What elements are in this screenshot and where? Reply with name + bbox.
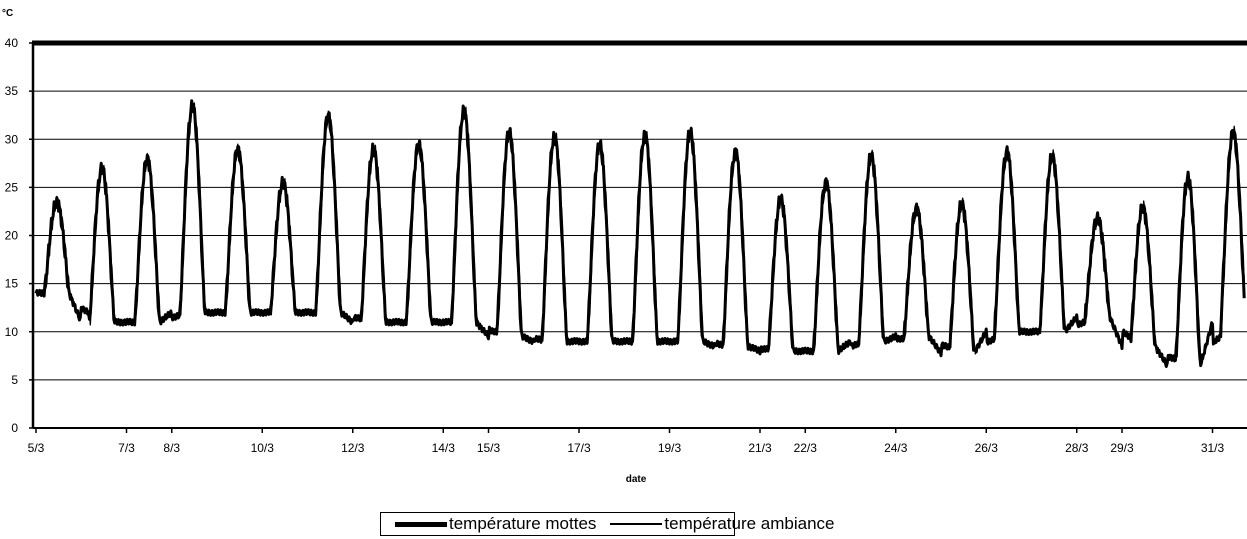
x-tick-label: 10/3 xyxy=(251,441,275,455)
y-axis-ticks: 0 5 10 15 20 25 30 35 40 xyxy=(5,36,33,435)
x-tick-label: 7/3 xyxy=(118,441,135,455)
legend-label-ambiance: température ambiance xyxy=(664,514,835,533)
x-tick-label: 14/3 xyxy=(432,441,456,455)
y-tick-label: 10 xyxy=(5,325,19,339)
legend-swatch-thick xyxy=(395,521,447,527)
x-tick-label: 31/3 xyxy=(1201,441,1225,455)
gridlines xyxy=(33,90,1247,381)
y-tick-label: 20 xyxy=(5,229,19,243)
x-tick-label: 17/3 xyxy=(567,441,591,455)
series-line-mottes xyxy=(34,99,1246,368)
legend-item-ambiance: température ambiance xyxy=(596,514,835,534)
x-tick-label: 8/3 xyxy=(163,441,180,455)
y-tick-label: 0 xyxy=(11,421,18,435)
x-tick-label: 21/3 xyxy=(748,441,772,455)
x-tick-label: 24/3 xyxy=(884,441,908,455)
legend-item-mottes: température mottes xyxy=(381,514,596,534)
y-tick-label: 5 xyxy=(11,373,18,387)
x-tick-label: 26/3 xyxy=(975,441,999,455)
series-lines xyxy=(34,99,1246,368)
y-tick-label: 25 xyxy=(5,180,19,194)
y-axis-title: °C xyxy=(2,8,13,19)
y-tick-label: 40 xyxy=(5,36,19,50)
legend: température mottes température ambiance xyxy=(380,512,835,536)
x-tick-label: 22/3 xyxy=(794,441,818,455)
x-tick-label: 5/3 xyxy=(28,441,45,455)
x-axis-title: date xyxy=(626,474,647,485)
x-tick-label: 28/3 xyxy=(1065,441,1089,455)
y-tick-label: 30 xyxy=(5,132,19,146)
y-tick-label: 35 xyxy=(5,84,19,98)
legend-swatch-thin xyxy=(610,523,663,525)
x-tick-label: 19/3 xyxy=(658,441,682,455)
x-tick-label: 15/3 xyxy=(477,441,501,455)
x-tick-label: 12/3 xyxy=(341,441,365,455)
x-axis-ticks: 5/3 7/3 8/3 10/3 12/3 14/3 15/3 17/3 19/3 21/3 22/… xyxy=(28,428,1225,455)
x-tick-label: 29/3 xyxy=(1110,441,1134,455)
y-tick-label: 15 xyxy=(5,277,19,291)
legend-label-mottes: température mottes xyxy=(449,514,597,533)
